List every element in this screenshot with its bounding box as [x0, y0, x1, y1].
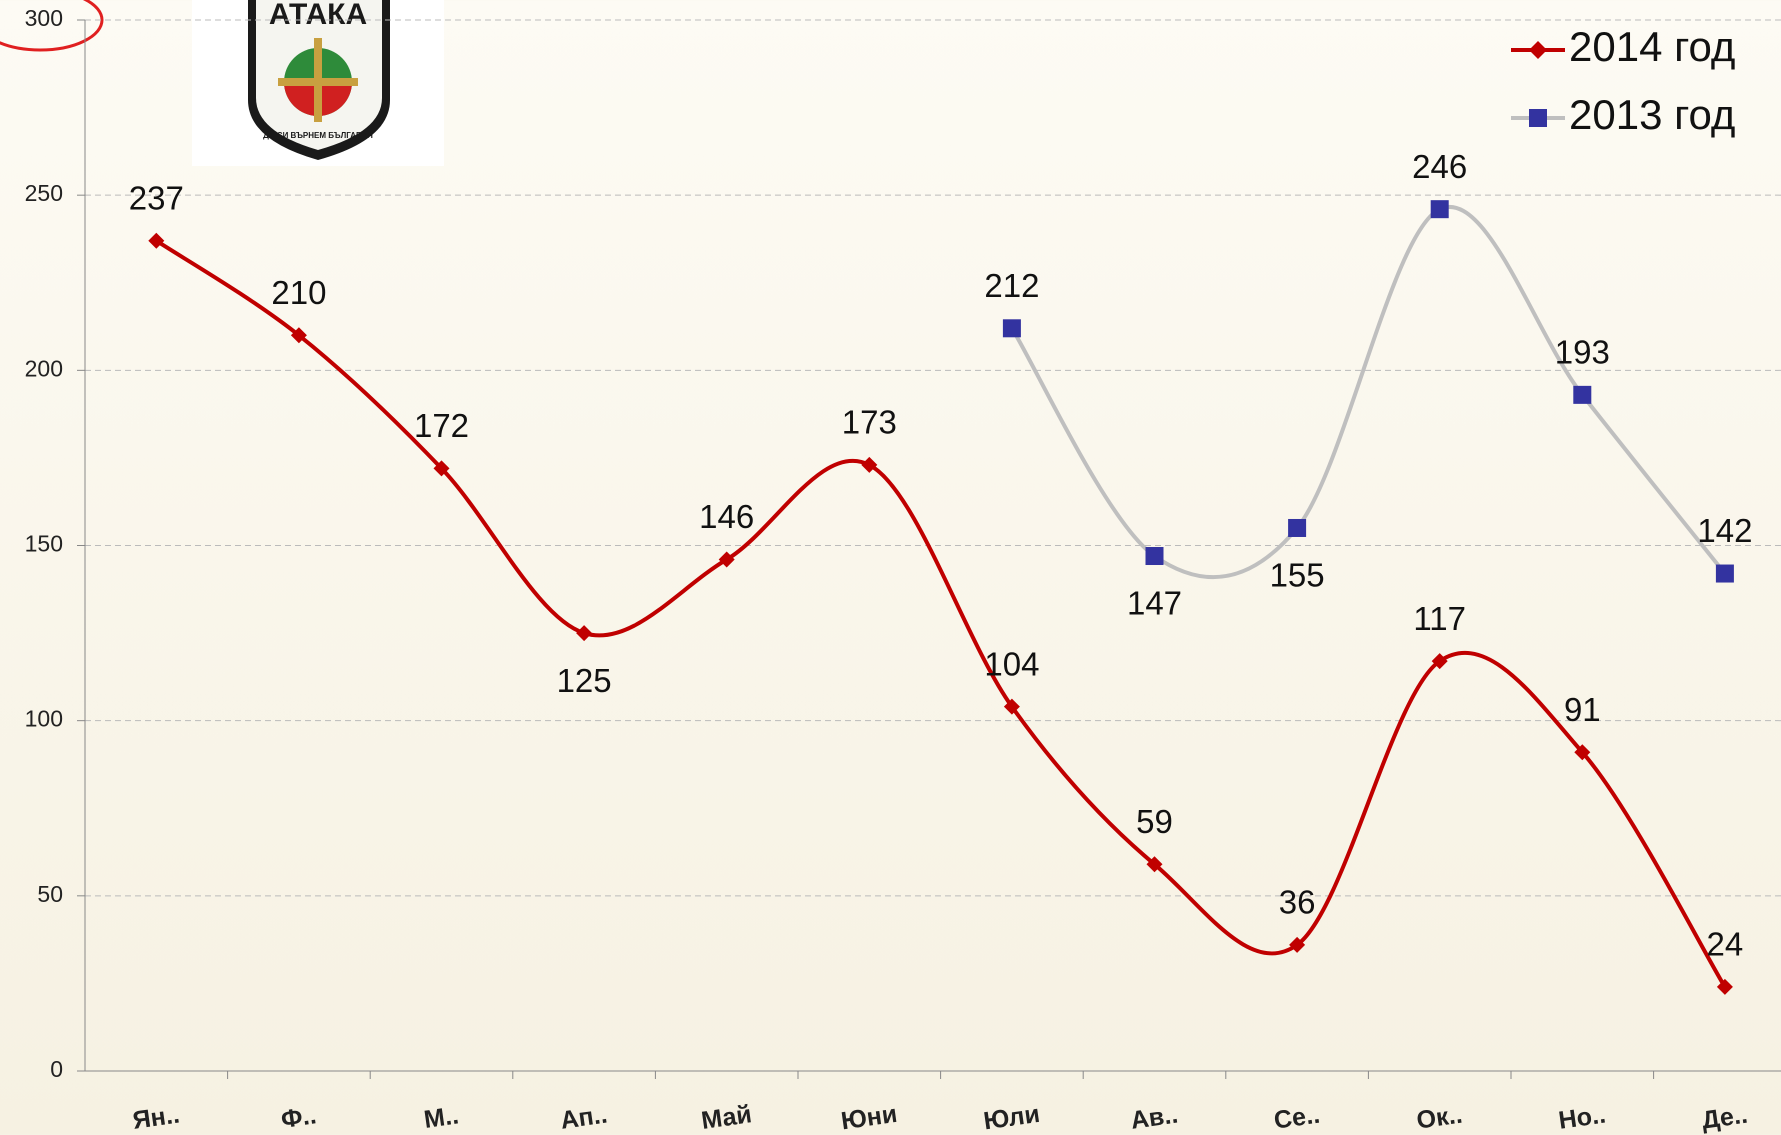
logo: АТАКА ДА СИ ВЪРНЕМ БЪЛГАРИЯ	[192, 0, 444, 166]
marker	[148, 232, 165, 249]
legend-label: 2014 год	[1569, 23, 1735, 70]
data-label: 24	[1707, 926, 1744, 963]
y-tick-label: 300	[25, 5, 63, 31]
data-label: 36	[1279, 884, 1316, 921]
x-tick-label: Де..	[1700, 1101, 1749, 1135]
marker	[1573, 385, 1592, 404]
data-label: 155	[1270, 557, 1325, 594]
marker	[1289, 936, 1306, 953]
legend-label: 2013 год	[1569, 91, 1735, 138]
marker	[1715, 564, 1734, 583]
data-label: 117	[1413, 600, 1466, 637]
logo-cross	[278, 78, 358, 86]
data-label: 173	[842, 404, 897, 441]
x-tick-label: Ок..	[1415, 1101, 1464, 1135]
data-label: 193	[1555, 334, 1610, 371]
marker	[433, 460, 450, 477]
marker	[1430, 200, 1449, 219]
data-label: 125	[557, 662, 612, 699]
marker	[718, 551, 735, 568]
marker	[1146, 856, 1163, 873]
marker	[1288, 518, 1307, 537]
x-tick-label: Май	[700, 1100, 754, 1135]
data-label: 172	[414, 407, 469, 444]
data-label: 210	[271, 274, 326, 311]
marker	[1574, 744, 1591, 761]
x-tick-label: Юли	[982, 1100, 1042, 1135]
marker	[1145, 547, 1164, 566]
x-tick-label: Ап..	[559, 1100, 609, 1134]
marker	[1002, 319, 1021, 338]
marker	[1003, 698, 1020, 715]
logo-title: АТАКА	[269, 0, 367, 31]
data-label: 147	[1127, 585, 1182, 622]
x-tick-label: Ян..	[131, 1100, 181, 1134]
y-tick-label: 100	[25, 706, 63, 732]
marker	[290, 327, 307, 344]
data-label: 146	[699, 498, 754, 535]
x-tick-label: М..	[422, 1101, 460, 1134]
x-tick-label: Ав..	[1129, 1100, 1180, 1134]
marker	[576, 625, 593, 642]
y-tick-label: 150	[25, 531, 63, 557]
legend-marker	[1529, 109, 1547, 127]
y-tick-label: 200	[25, 355, 63, 381]
marker	[1431, 653, 1448, 670]
data-label: 142	[1697, 512, 1752, 549]
data-label: 212	[984, 267, 1039, 304]
x-tick-label: Ф..	[279, 1101, 318, 1134]
data-label: 246	[1412, 148, 1467, 185]
data-label: 91	[1564, 691, 1601, 728]
logo-motto: ДА СИ ВЪРНЕМ БЪЛГАРИЯ	[263, 131, 373, 140]
marker	[861, 456, 878, 473]
x-tick-label: Се..	[1272, 1101, 1321, 1135]
y-tick-label: 250	[25, 180, 63, 206]
data-label: 59	[1136, 803, 1173, 840]
data-label: 237	[129, 179, 184, 216]
series-line	[155, 239, 1727, 988]
y-tick-label: 50	[37, 881, 63, 907]
annotation-circle	[0, 0, 104, 52]
series-line	[1010, 204, 1727, 580]
legend-marker	[1529, 41, 1547, 59]
y-tick-label: 0	[50, 1056, 63, 1082]
x-tick-label: Но..	[1557, 1100, 1608, 1134]
marker	[1716, 978, 1733, 995]
data-label: 104	[984, 645, 1039, 682]
x-tick-label: Юни	[839, 1100, 899, 1135]
